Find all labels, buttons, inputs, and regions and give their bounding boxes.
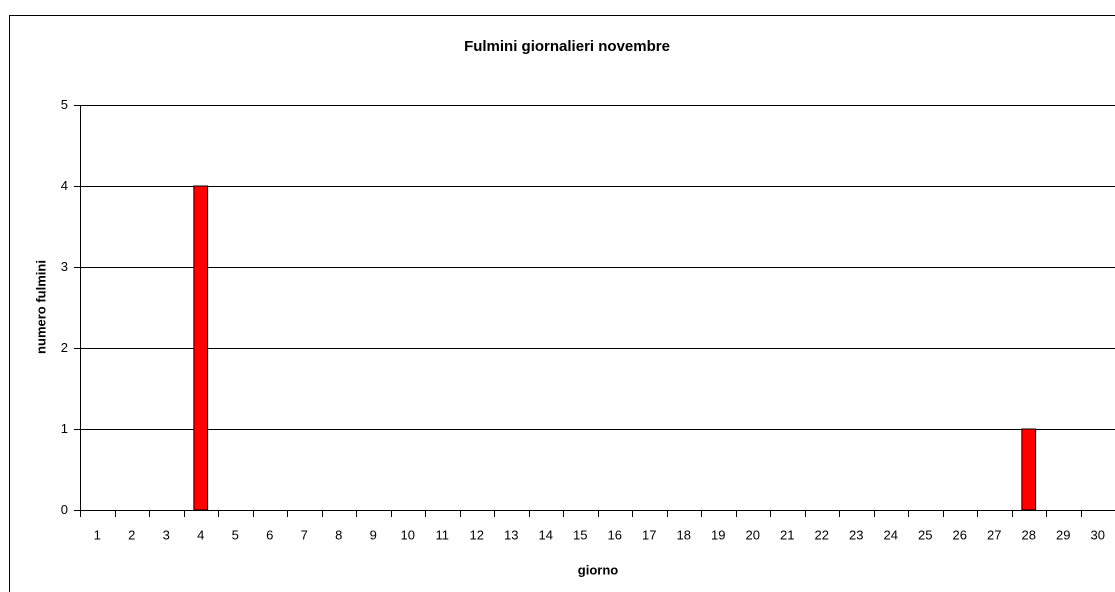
x-tick-label: 22: [815, 527, 829, 542]
x-tick-label: 23: [849, 527, 863, 542]
x-tick-label: 19: [711, 527, 725, 542]
x-tick-label: 17: [642, 527, 656, 542]
x-tick-label: 16: [608, 527, 622, 542]
bar: [193, 185, 209, 511]
x-tick-label: 3: [163, 527, 170, 542]
x-tick-label: 18: [677, 527, 691, 542]
x-tick-label: 13: [504, 527, 518, 542]
x-tick-label: 7: [301, 527, 308, 542]
x-tick-label: 26: [953, 527, 967, 542]
x-tick-label: 25: [918, 527, 932, 542]
x-tick-label: 12: [470, 527, 484, 542]
y-tick-label: 4: [61, 178, 68, 193]
x-tick-label: 8: [335, 527, 342, 542]
x-axis-label: giorno: [578, 562, 618, 577]
x-tick-label: 9: [370, 527, 377, 542]
x-tick-label: 4: [197, 527, 204, 542]
x-tick-label: 21: [780, 527, 794, 542]
y-tick-label: 1: [61, 421, 68, 436]
x-tick-label: 20: [746, 527, 760, 542]
y-tick-label: 0: [61, 502, 68, 517]
x-tick-label: 6: [266, 527, 273, 542]
y-axis-label: numero fulmini: [33, 260, 48, 354]
x-tick-label: 11: [436, 527, 450, 542]
x-tick-label: 1: [94, 527, 101, 542]
y-tick-label: 2: [61, 340, 68, 355]
x-tick-label: 2: [128, 527, 135, 542]
x-tick-label: 10: [401, 527, 415, 542]
x-tick-label: 29: [1056, 527, 1070, 542]
chart-title: Fulmini giornalieri novembre: [464, 38, 670, 55]
x-tick-label: 27: [987, 527, 1001, 542]
x-tick-label: 15: [573, 527, 587, 542]
x-tick-label: 28: [1022, 527, 1036, 542]
bar: [1021, 428, 1037, 511]
chart-border: [9, 15, 1115, 592]
x-tick-label: 5: [232, 527, 239, 542]
x-tick-label: 30: [1091, 527, 1105, 542]
y-tick-label: 5: [61, 97, 68, 112]
x-tick-label: 24: [884, 527, 898, 542]
x-tick-label: 14: [539, 527, 553, 542]
y-tick-label: 3: [61, 259, 68, 274]
